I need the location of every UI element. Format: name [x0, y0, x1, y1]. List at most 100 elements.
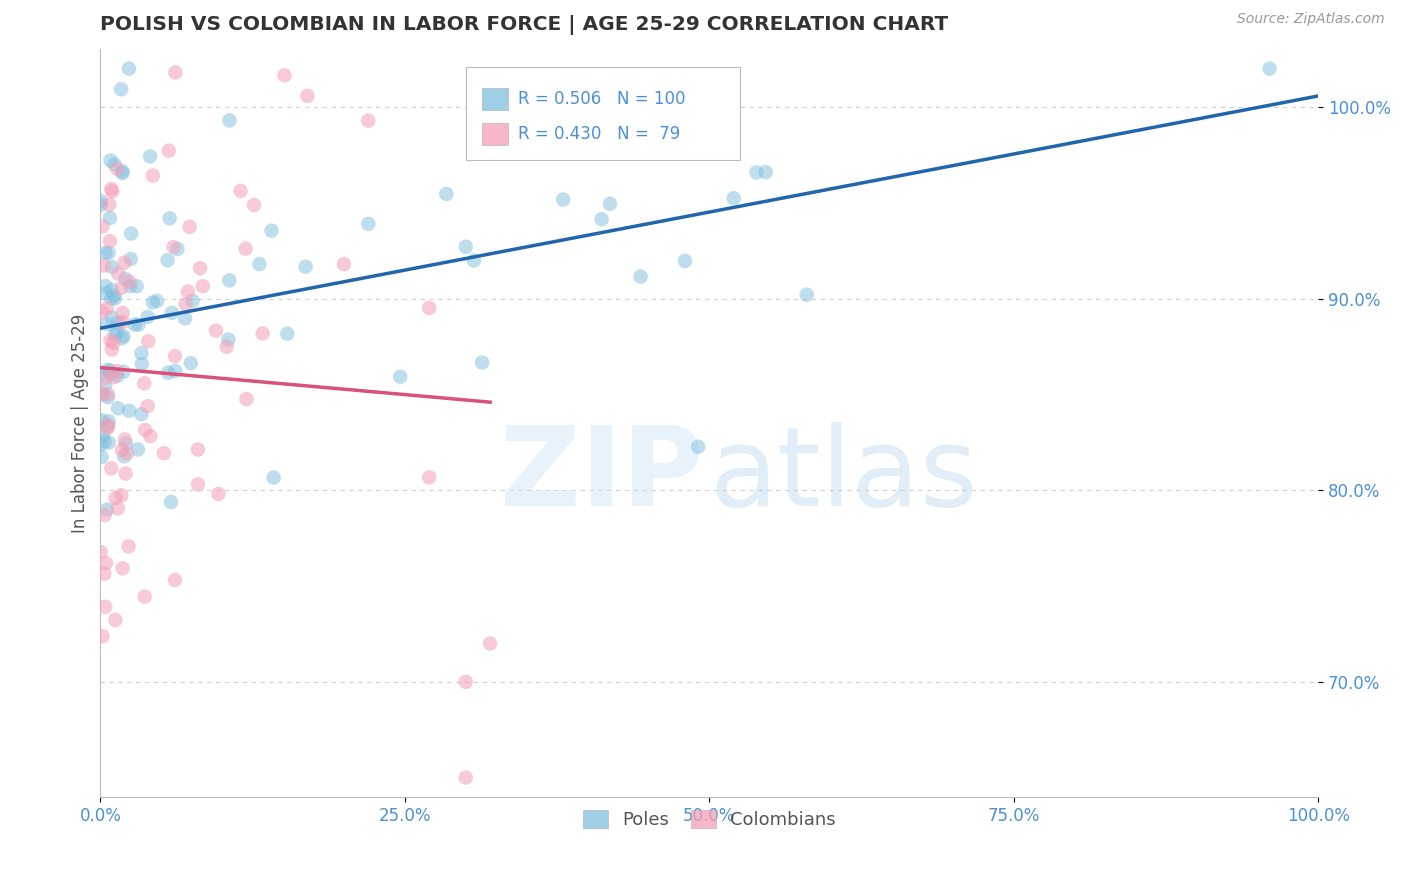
Point: [163, 573, 186, 587]
Point: [138, 334, 160, 349]
Point: [117, 540, 139, 554]
Point: [110, 488, 132, 502]
Point: [98, 234, 121, 248]
Point: [96, 301, 118, 316]
Point: [357, 217, 380, 231]
Point: [174, 297, 197, 311]
Point: [454, 771, 477, 785]
Point: [520, 134, 543, 148]
Point: [110, 82, 132, 96]
Point: [97, 245, 120, 260]
Point: [101, 260, 124, 274]
Point: [104, 328, 127, 343]
Point: [110, 281, 132, 295]
Point: [207, 487, 229, 501]
Point: [96, 421, 118, 435]
Point: [153, 446, 176, 460]
Point: [93, 566, 115, 581]
Point: [463, 253, 485, 268]
Point: [127, 318, 149, 332]
Point: [97, 387, 120, 401]
Legend: Poles, Colombians: Poles, Colombians: [575, 803, 844, 837]
Point: [97, 390, 120, 404]
Point: [118, 62, 141, 76]
Point: [454, 674, 477, 689]
Point: [90, 194, 112, 208]
Point: [93, 371, 115, 385]
Point: [112, 365, 135, 379]
Point: [215, 340, 238, 354]
Point: [389, 369, 412, 384]
Point: [127, 442, 149, 457]
Point: [90, 545, 112, 559]
Point: [111, 442, 134, 457]
Point: [418, 470, 440, 484]
Point: [297, 88, 319, 103]
Point: [276, 326, 298, 341]
Point: [142, 169, 165, 183]
Point: [187, 442, 209, 457]
Point: [91, 387, 114, 401]
Point: [217, 333, 239, 347]
Point: [114, 272, 136, 286]
Point: [112, 450, 135, 464]
Point: [229, 184, 252, 198]
Point: [553, 193, 575, 207]
Point: [103, 288, 125, 302]
Point: [100, 334, 122, 348]
Point: [454, 240, 477, 254]
Point: [115, 436, 138, 450]
Point: [479, 636, 502, 650]
Point: [107, 316, 129, 330]
Point: [98, 197, 121, 211]
Point: [174, 311, 197, 326]
Point: [105, 364, 128, 378]
Point: [357, 113, 380, 128]
Point: [94, 246, 117, 260]
Point: [755, 165, 778, 179]
FancyBboxPatch shape: [465, 67, 740, 160]
Point: [120, 252, 142, 266]
Point: [745, 165, 768, 179]
Point: [205, 324, 228, 338]
Point: [142, 295, 165, 310]
Point: [235, 242, 257, 256]
Point: [97, 418, 120, 433]
Point: [179, 219, 201, 234]
Point: [111, 306, 134, 320]
Point: [243, 198, 266, 212]
Point: [136, 399, 159, 413]
Point: [688, 440, 710, 454]
Point: [218, 113, 240, 128]
FancyBboxPatch shape: [482, 123, 509, 145]
Point: [177, 285, 200, 299]
Point: [139, 429, 162, 443]
Point: [105, 161, 128, 176]
Point: [124, 318, 146, 332]
Point: [93, 259, 115, 273]
Point: [252, 326, 274, 341]
Point: [97, 419, 120, 434]
Point: [157, 144, 180, 158]
Point: [94, 599, 117, 614]
Point: [165, 364, 187, 378]
Point: [136, 310, 159, 324]
Point: [114, 433, 136, 447]
Point: [163, 349, 186, 363]
Point: [100, 310, 122, 325]
Point: [114, 255, 136, 269]
Text: R = 0.430   N =  79: R = 0.430 N = 79: [517, 125, 681, 143]
Point: [90, 386, 112, 401]
Point: [333, 257, 356, 271]
Point: [90, 366, 112, 380]
Point: [160, 306, 183, 320]
Point: [796, 287, 818, 301]
Point: [90, 305, 112, 319]
Point: [104, 613, 127, 627]
Point: [131, 357, 153, 371]
Point: [96, 502, 118, 516]
Text: R = 0.506   N = 100: R = 0.506 N = 100: [517, 90, 686, 108]
Point: [100, 182, 122, 196]
Point: [111, 331, 134, 345]
Point: [118, 403, 141, 417]
